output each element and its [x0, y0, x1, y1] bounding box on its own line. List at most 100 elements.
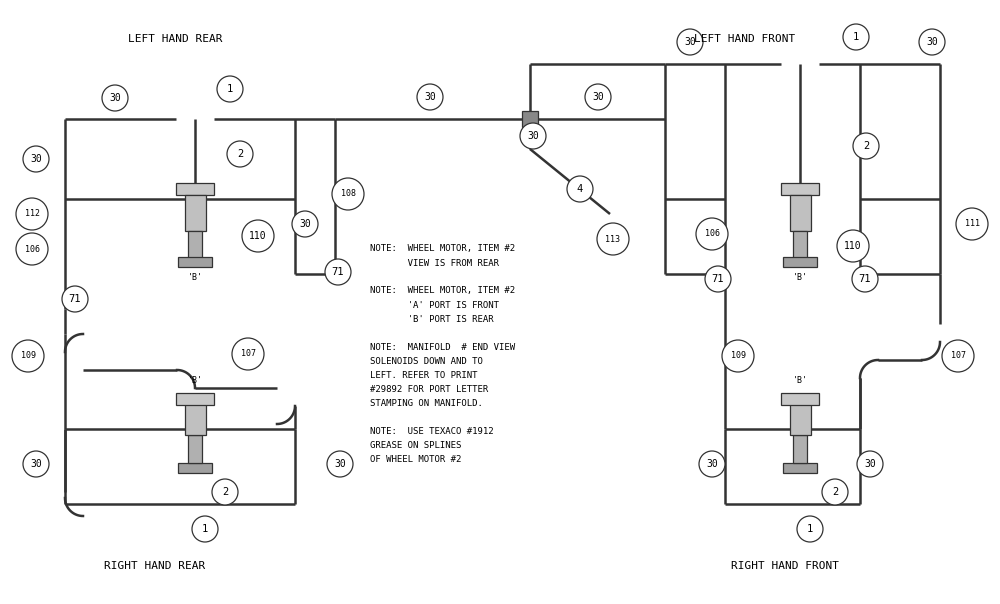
Text: 1: 1 [227, 84, 233, 94]
Circle shape [797, 516, 823, 542]
Circle shape [325, 259, 351, 285]
Bar [793, 435, 807, 463]
Text: LEFT. REFER TO PRINT: LEFT. REFER TO PRINT [370, 370, 478, 379]
Text: 71: 71 [332, 267, 344, 277]
Text: 'B' PORT IS REAR: 'B' PORT IS REAR [370, 315, 494, 324]
Text: 'A' PORT IS FRONT: 'A' PORT IS FRONT [370, 301, 499, 309]
Text: 109: 109 [20, 352, 36, 361]
Text: 106: 106 [24, 245, 40, 254]
Circle shape [62, 286, 88, 312]
Text: 1: 1 [807, 524, 813, 534]
Text: 2: 2 [237, 149, 243, 159]
Bar [790, 195, 810, 231]
Text: LEFT HAND FRONT: LEFT HAND FRONT [694, 34, 796, 44]
Circle shape [919, 29, 945, 55]
Text: LEFT HAND REAR: LEFT HAND REAR [128, 34, 222, 44]
Circle shape [16, 233, 48, 265]
Bar [188, 435, 202, 463]
Bar [178, 463, 212, 473]
Circle shape [12, 340, 44, 372]
Bar [178, 257, 212, 267]
Circle shape [837, 230, 869, 262]
Circle shape [232, 338, 264, 370]
Text: NOTE:  WHEEL MOTOR, ITEM #2: NOTE: WHEEL MOTOR, ITEM #2 [370, 245, 515, 254]
Text: NOTE:  USE TEXACO #1912: NOTE: USE TEXACO #1912 [370, 426, 494, 435]
Text: 109: 109 [730, 352, 746, 361]
Bar [790, 399, 810, 435]
Text: 'B': 'B' [792, 376, 808, 385]
Text: NOTE:  WHEEL MOTOR, ITEM #2: NOTE: WHEEL MOTOR, ITEM #2 [370, 286, 515, 295]
Bar [188, 231, 202, 259]
Text: 30: 30 [592, 92, 604, 102]
Circle shape [705, 266, 731, 292]
Circle shape [852, 266, 878, 292]
Circle shape [102, 85, 128, 111]
Bar [783, 257, 817, 267]
Circle shape [677, 29, 703, 55]
Text: 30: 30 [30, 459, 42, 469]
Circle shape [16, 198, 48, 230]
Circle shape [212, 479, 238, 505]
Text: 'B': 'B' [188, 273, 202, 282]
Bar [176, 393, 214, 405]
Text: 'B': 'B' [188, 376, 202, 385]
Bar [793, 231, 807, 259]
Text: #29892 FOR PORT LETTER: #29892 FOR PORT LETTER [370, 385, 488, 393]
Circle shape [822, 479, 848, 505]
Circle shape [332, 178, 364, 210]
Bar [176, 183, 214, 195]
Text: 71: 71 [859, 274, 871, 284]
Text: RIGHT HAND REAR: RIGHT HAND REAR [104, 561, 206, 571]
Circle shape [567, 176, 593, 202]
Bar [781, 393, 819, 405]
Circle shape [857, 451, 883, 477]
Circle shape [292, 211, 318, 237]
Bar [781, 183, 819, 195]
Bar [522, 111, 538, 127]
Circle shape [942, 340, 974, 372]
Circle shape [23, 146, 49, 172]
Text: 30: 30 [109, 93, 121, 103]
Text: 30: 30 [299, 219, 311, 229]
Text: 30: 30 [706, 459, 718, 469]
Circle shape [699, 451, 725, 477]
Circle shape [853, 133, 879, 159]
Text: STAMPING ON MANIFOLD.: STAMPING ON MANIFOLD. [370, 399, 483, 408]
Text: 107: 107 [240, 350, 256, 359]
Text: NOTE:  MANIFOLD  # END VIEW: NOTE: MANIFOLD # END VIEW [370, 342, 515, 352]
Bar [184, 195, 206, 231]
Text: VIEW IS FROM REAR: VIEW IS FROM REAR [370, 259, 499, 268]
Circle shape [722, 340, 754, 372]
Text: 1: 1 [853, 32, 859, 42]
Circle shape [520, 123, 546, 149]
Circle shape [242, 220, 274, 252]
Text: 4: 4 [577, 184, 583, 194]
Circle shape [597, 223, 629, 255]
Circle shape [227, 141, 253, 167]
Circle shape [696, 218, 728, 250]
Text: 30: 30 [684, 37, 696, 47]
Circle shape [417, 84, 443, 110]
Text: 30: 30 [864, 459, 876, 469]
Text: 113: 113 [606, 234, 620, 243]
Circle shape [327, 451, 353, 477]
Text: 107: 107 [950, 352, 966, 361]
Text: 108: 108 [340, 190, 356, 199]
Text: 2: 2 [222, 487, 228, 497]
Text: 71: 71 [69, 294, 81, 304]
Text: GREASE ON SPLINES: GREASE ON SPLINES [370, 440, 461, 449]
Text: 111: 111 [964, 219, 980, 228]
Text: 30: 30 [424, 92, 436, 102]
Text: RIGHT HAND FRONT: RIGHT HAND FRONT [731, 561, 839, 571]
Circle shape [585, 84, 611, 110]
Text: 112: 112 [24, 210, 40, 219]
Text: 30: 30 [334, 459, 346, 469]
Bar [184, 399, 206, 435]
Text: 1: 1 [202, 524, 208, 534]
Text: 30: 30 [30, 154, 42, 164]
Circle shape [217, 76, 243, 102]
Text: 30: 30 [926, 37, 938, 47]
Text: 106: 106 [704, 230, 720, 239]
Text: 2: 2 [832, 487, 838, 497]
Text: 30: 30 [527, 131, 539, 141]
